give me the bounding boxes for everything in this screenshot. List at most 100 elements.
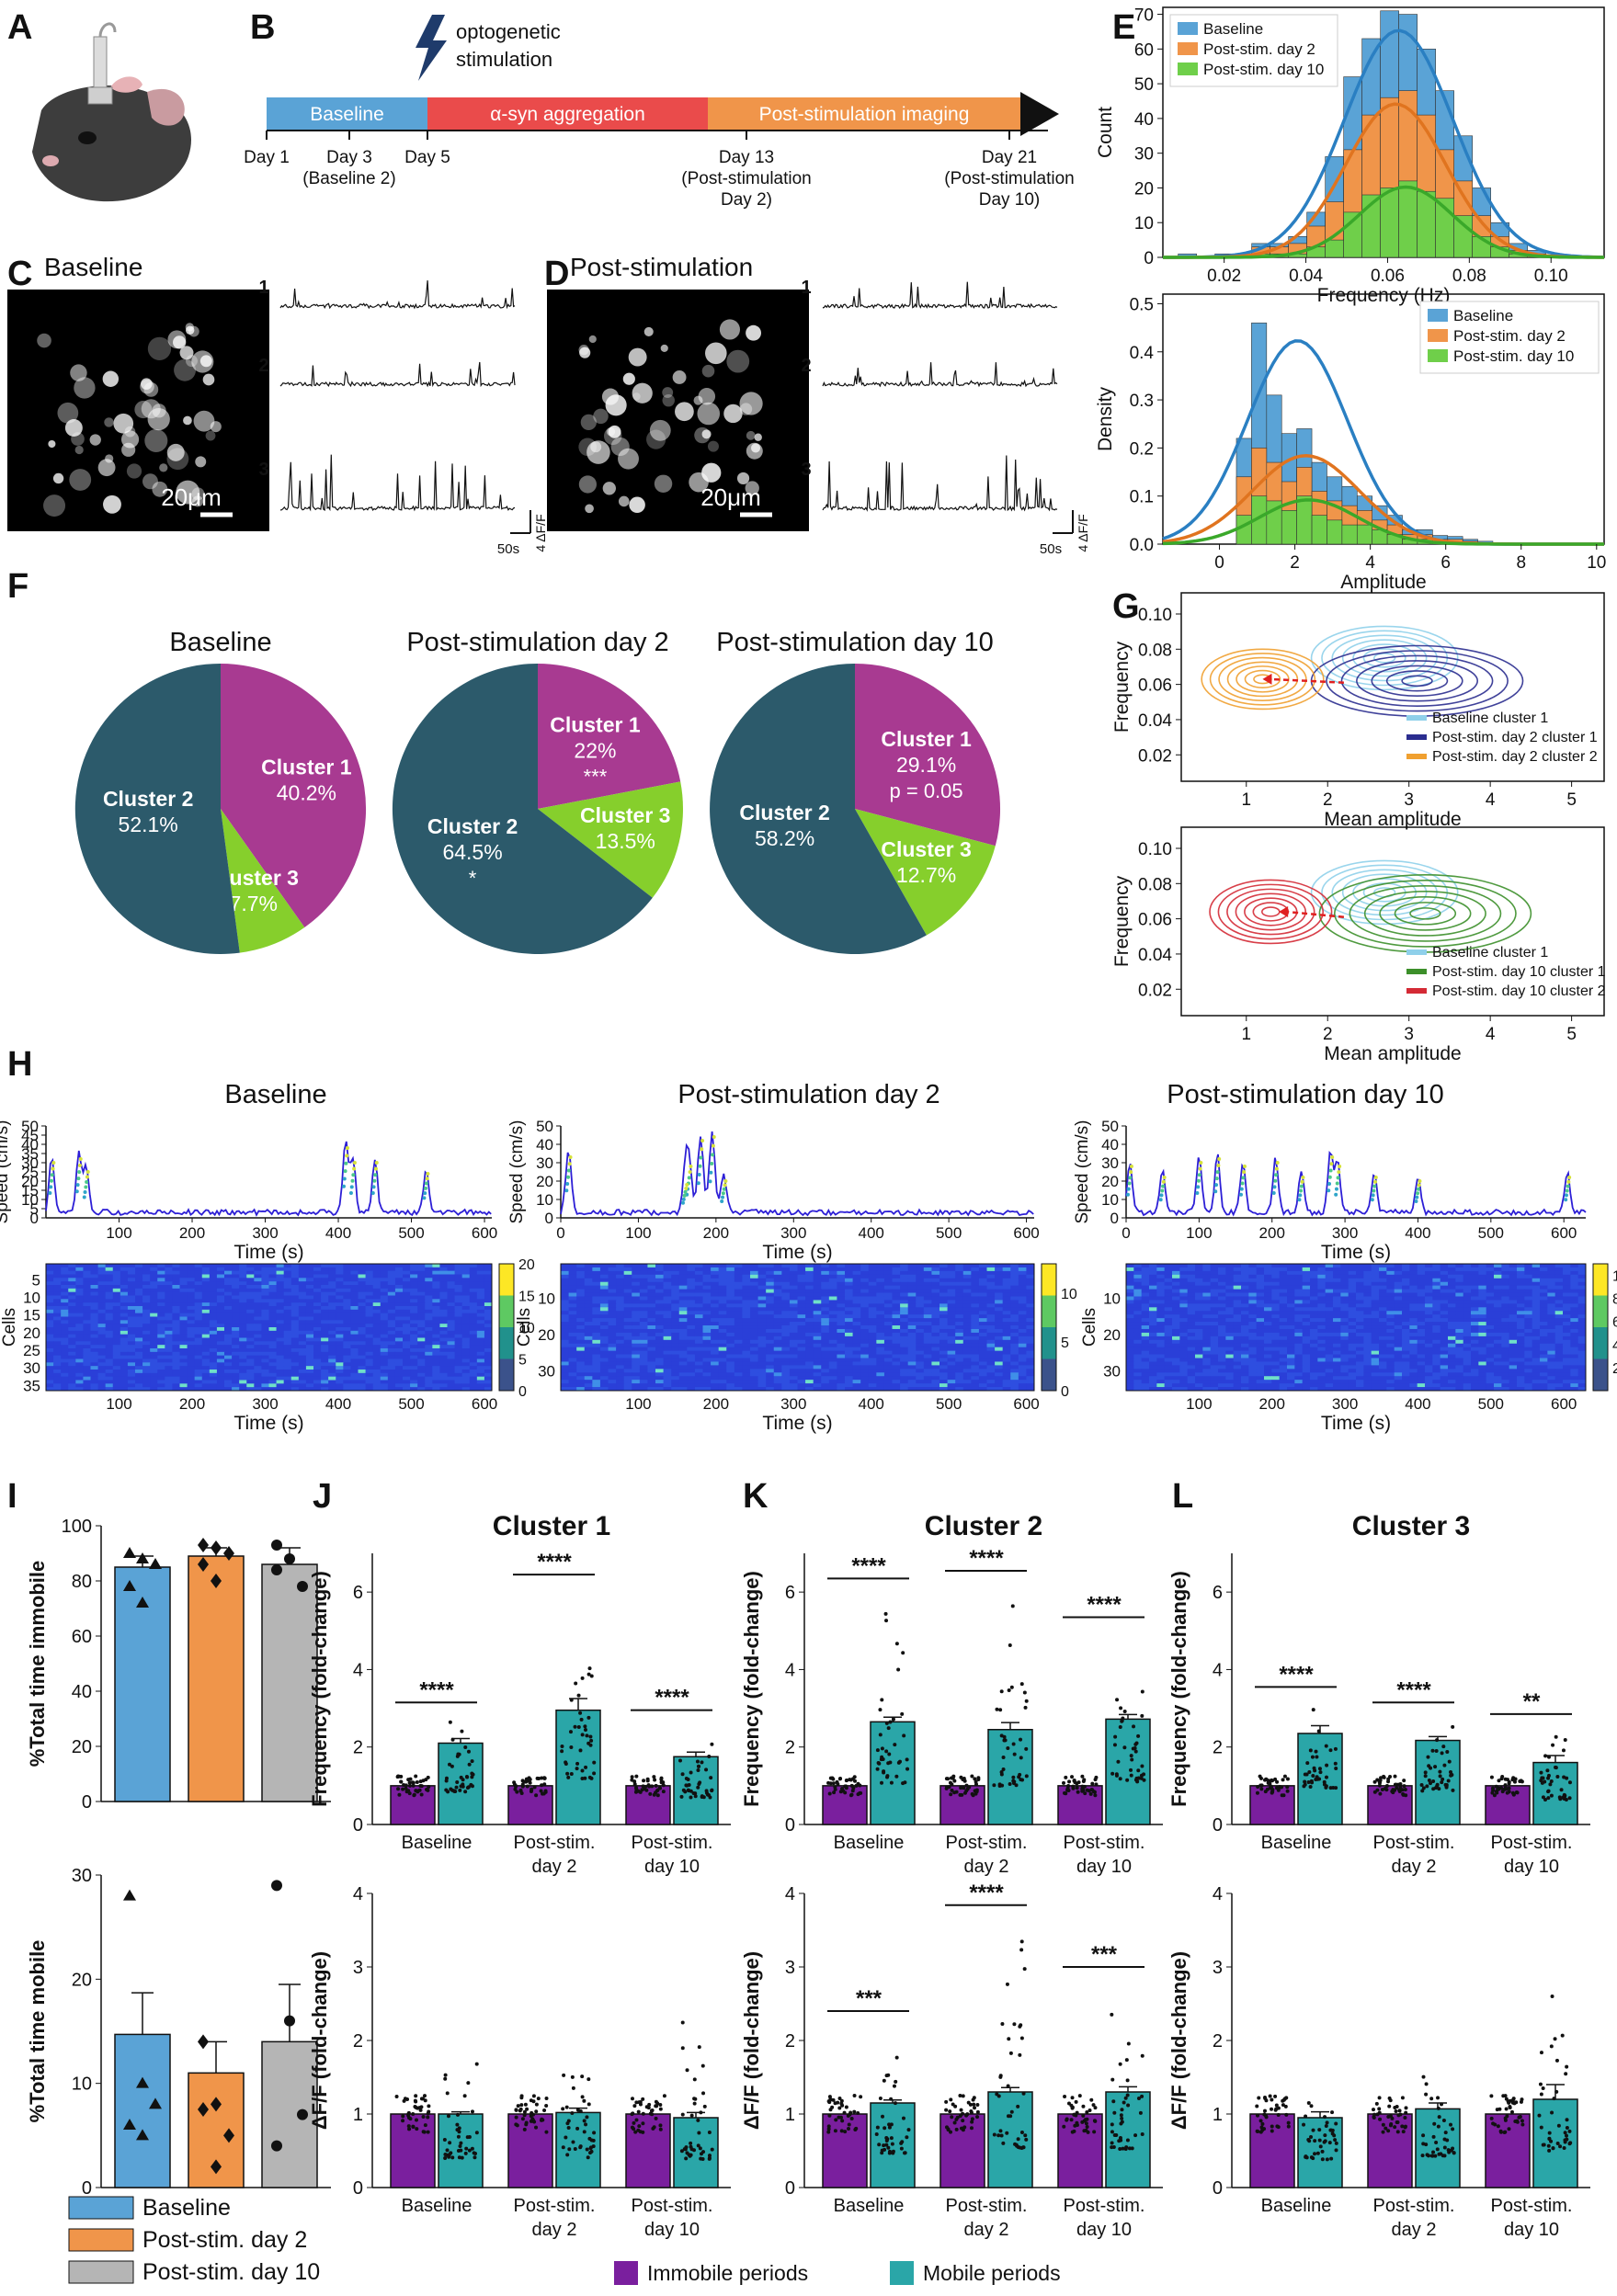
kde-contour	[1352, 643, 1418, 673]
heatmap-cell	[469, 1330, 478, 1336]
heatmap-cell	[923, 1292, 932, 1297]
x-tick-label: 500	[398, 1395, 424, 1413]
heatmap-cell	[805, 1264, 814, 1268]
heatmap-cell	[328, 1288, 336, 1293]
heatmap-cell	[671, 1274, 680, 1279]
heatmap-cell	[1002, 1314, 1011, 1319]
heatmap-cell	[343, 1288, 351, 1293]
heatmap-cell	[150, 1327, 158, 1332]
heatmap-cell	[955, 1350, 964, 1356]
heatmap-cell	[209, 1366, 218, 1370]
heatmap-cell	[663, 1264, 672, 1268]
heatmap-cell	[892, 1376, 901, 1381]
heatmap-cell	[584, 1281, 593, 1287]
heatmap-cell	[868, 1387, 877, 1392]
heatmap-cell	[469, 1281, 478, 1286]
heatmap-cell	[907, 1318, 917, 1323]
heatmap-cell	[142, 1327, 151, 1332]
heatmap-cell	[53, 1383, 62, 1388]
heatmap-cell	[647, 1365, 656, 1370]
heatmap-cell	[1018, 1278, 1027, 1283]
heatmap-cell	[1018, 1292, 1027, 1297]
heatmap-cell	[608, 1311, 617, 1315]
heatmap-cell	[789, 1343, 798, 1348]
colorbar-tick-label: 15	[518, 1290, 535, 1305]
heatmap-cell	[283, 1299, 292, 1303]
heatmap-cell	[469, 1267, 478, 1272]
heatmap-cell	[97, 1299, 107, 1303]
heatmap-cell	[616, 1332, 625, 1337]
heatmap-cell	[165, 1327, 173, 1332]
heatmap-cell	[484, 1387, 493, 1392]
heatmap-cell	[821, 1292, 830, 1297]
heatmap-cell	[75, 1295, 84, 1300]
heatmap-cell	[852, 1307, 861, 1312]
heatmap-cell	[647, 1328, 656, 1334]
speed-peak-dot	[51, 1161, 56, 1165]
heatmap-cell	[663, 1303, 672, 1308]
heatmap-cell	[484, 1345, 493, 1349]
heatmap-cell	[883, 1292, 893, 1297]
heatmap-cell	[702, 1350, 712, 1356]
heatmap-cell	[350, 1299, 359, 1303]
heatmap-cell	[561, 1380, 570, 1384]
pie-slice	[855, 663, 1001, 847]
heatmap-cell	[1026, 1318, 1035, 1323]
heatmap-cell	[561, 1343, 570, 1348]
heatmap-cell	[254, 1324, 262, 1328]
heatmap-cell	[971, 1332, 980, 1337]
heatmap-cell	[365, 1274, 374, 1279]
heatmap-cell	[187, 1341, 196, 1346]
x-tick-label: 10	[1587, 553, 1606, 573]
heatmap-cell	[907, 1358, 917, 1362]
speed-peak-dot	[684, 1186, 689, 1190]
heatmap-cell	[971, 1354, 980, 1359]
heatmap-cell	[813, 1332, 822, 1337]
heatmap-cell	[127, 1366, 136, 1370]
heatmap-cell	[1026, 1383, 1035, 1388]
heatmap-cell	[112, 1288, 121, 1293]
heatmap-cell	[387, 1334, 396, 1338]
heatmap-cell	[1002, 1358, 1011, 1362]
heatmap-cell	[837, 1376, 846, 1381]
speed-peak-dot	[1128, 1176, 1133, 1180]
heatmap-cell	[150, 1370, 158, 1374]
heatmap-cell	[328, 1274, 336, 1279]
heatmap-cell	[298, 1309, 307, 1314]
heatmap-cell	[194, 1358, 203, 1363]
heatmap-cell	[246, 1345, 255, 1349]
heatmap-cell	[68, 1267, 76, 1272]
heatmap-cell	[971, 1318, 980, 1323]
heatmap-cell	[135, 1299, 143, 1303]
heatmap-cell	[328, 1387, 336, 1392]
heatmap-cell	[261, 1302, 269, 1307]
heatmap-cell	[608, 1322, 617, 1326]
heatmap-cell	[97, 1334, 107, 1338]
heatmap-cell	[923, 1332, 932, 1337]
heatmap-cell	[616, 1278, 625, 1283]
colorbar-segment	[499, 1264, 514, 1296]
heatmap-cell	[201, 1299, 211, 1303]
heatmap-cell	[209, 1370, 218, 1374]
heatmap-cell	[821, 1300, 830, 1304]
heatmap-cell	[978, 1325, 987, 1330]
heatmap-cell	[655, 1314, 665, 1319]
heatmap-cell	[813, 1347, 822, 1352]
heatmap-cell	[305, 1348, 314, 1353]
heatmap-cell	[711, 1354, 720, 1359]
heatmap-cell	[702, 1322, 712, 1326]
heatmap-cell	[757, 1292, 767, 1297]
heatmap-cell	[916, 1300, 925, 1304]
heatmap-cell	[962, 1325, 972, 1330]
heatmap-cell	[179, 1330, 188, 1336]
heatmap-cell	[209, 1299, 218, 1303]
heatmap-cell	[860, 1274, 870, 1279]
pie-slice-value: 12.7%	[896, 863, 956, 887]
heatmap-cell	[750, 1339, 759, 1345]
speed-peak-dot	[1217, 1157, 1222, 1161]
heatmap-cell	[757, 1350, 767, 1356]
heatmap-cell	[599, 1318, 609, 1323]
heatmap-cell	[432, 1337, 440, 1342]
heatmap-cell	[883, 1347, 893, 1352]
heatmap-cell	[469, 1264, 478, 1268]
